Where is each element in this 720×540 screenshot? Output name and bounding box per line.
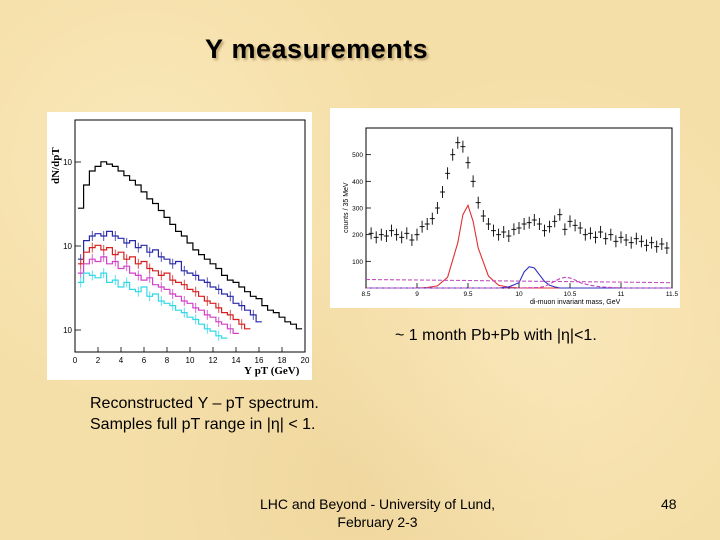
y-tick-label: 300 [352, 206, 363, 213]
series-red [77, 244, 251, 330]
x-axis-label: Υ pT (GeV) [244, 365, 300, 377]
footer-text: LHC and Beyond - University of Lund, Feb… [245, 495, 510, 531]
y-tick-label: 100 [352, 259, 363, 266]
y-tick-label: 500 [352, 152, 363, 159]
y-tick-label: 200 [352, 232, 363, 239]
x-tick-label: 10 [515, 291, 523, 298]
x-tick-label: 14 [232, 356, 241, 365]
x-axis-label: di-muon invariant mass, GeV [530, 299, 621, 306]
x-tick-label: 9.5 [463, 291, 472, 298]
x-tick-label: 10 [186, 356, 195, 365]
series-signal3 [366, 276, 672, 289]
x-tick-label: 6 [142, 356, 147, 365]
plot-frame [365, 127, 673, 289]
pt-spectrum-chart: 0 2 4 6 8 10 12 14 16 18 20 10 10 10 dN/dpT Υ pT (Ge… [50, 119, 310, 377]
series-black [77, 161, 303, 330]
footer-line2: February 2-3 [337, 514, 418, 530]
x-tick-label: 10.5 [564, 291, 577, 298]
y-tick-label: 400 [352, 179, 363, 186]
series-signal [366, 203, 672, 289]
x-tick-label: 4 [119, 356, 124, 365]
y-axis-label: dN/dpT [50, 147, 62, 184]
x-tick-label: 8 [165, 356, 170, 365]
pt-caption: Reconstructed Υ – pT spectrum. Samples f… [90, 393, 319, 435]
x-tick-label: 9 [415, 291, 419, 298]
x-tick-label: 0 [73, 356, 78, 365]
mass-spectrum-chart: 8.5 9 9.5 10 10.5 11 11.5 100 200 300 400 500 coun… [343, 127, 679, 306]
y-tick-label: 10 [63, 158, 72, 167]
x-tick-label: 8.5 [361, 291, 370, 298]
series-magenta [77, 256, 239, 334]
pt-caption-line2: Samples full pT range in |η| < 1. [90, 416, 316, 433]
series-background [365, 278, 673, 284]
y-tick-label: 10 [63, 242, 72, 251]
x-tick-label: 12 [209, 356, 218, 365]
x-tick-label: 20 [301, 356, 310, 365]
x-tick-label: 11 [618, 291, 625, 298]
pt-caption-line1: Reconstructed Υ – pT spectrum. [90, 395, 319, 412]
pt-spectrum-plot: 0 2 4 6 8 10 12 14 16 18 20 10 10 10 dN/dpT Υ pT (Ge… [47, 112, 312, 380]
y-tick-label: 10 [63, 326, 72, 335]
y-axis-label: counts / 35 MeV [343, 182, 350, 233]
x-tick-label: 2 [96, 356, 101, 365]
page-number: 48 [661, 496, 677, 512]
x-tick-label: 16 [255, 356, 264, 365]
x-tick-label: 18 [278, 356, 287, 365]
footer-line1: LHC and Beyond - University of Lund, [259, 496, 495, 512]
mass-caption: ~ 1 month Pb+Pb with |η|<1. [395, 327, 597, 344]
x-tick-label: 11.5 [666, 291, 679, 298]
mass-spectrum-plot: 8.5 9 9.5 10 10.5 11 11.5 100 200 300 400 500 coun… [330, 108, 680, 308]
slide-title: Υ measurements [205, 34, 429, 64]
